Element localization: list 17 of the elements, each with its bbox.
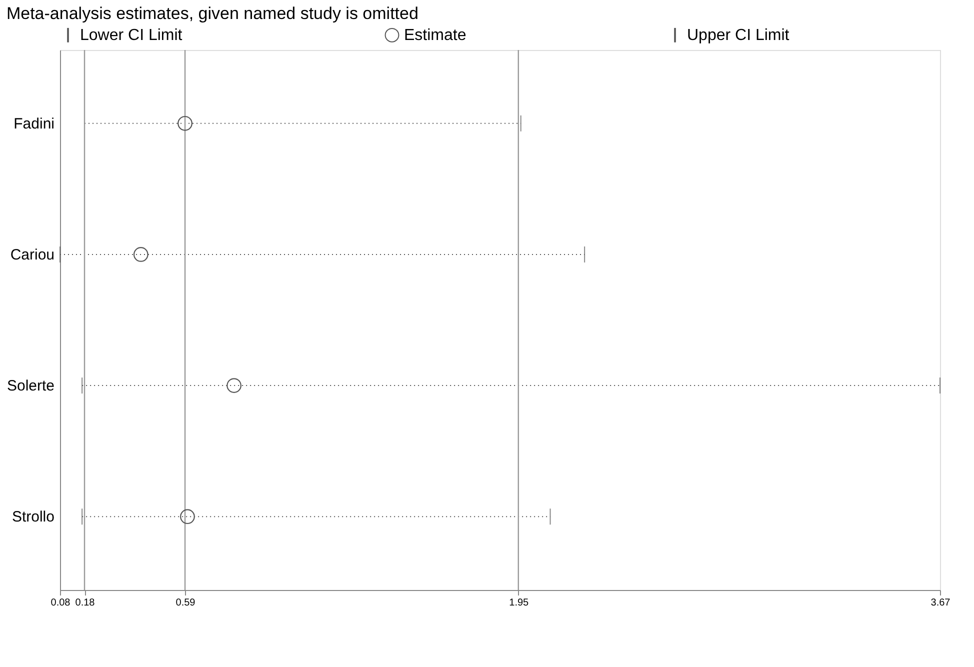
y-tick-label: Cariou <box>10 246 54 264</box>
point <box>226 378 242 393</box>
point <box>180 509 195 524</box>
x-tick-label: 0.08 <box>50 598 71 608</box>
legend-label: Estimate <box>404 27 466 44</box>
x-tick-label: 3.67 <box>930 598 951 608</box>
x-tick-label: 0.59 <box>176 598 196 608</box>
text: Lower CI Limit <box>80 27 183 44</box>
y-tick-label: Solerte <box>6 378 54 395</box>
x-tick-label: 1.95 <box>509 598 530 608</box>
chart-title: Meta-analysis estimates, given named study is omitted <box>6 4 418 23</box>
text: Upper CI Limit <box>687 27 790 44</box>
point <box>133 247 148 262</box>
y-tick-label: Fadini <box>14 115 54 132</box>
y-tick-label: Strollo <box>12 508 54 526</box>
x-tick-label: 0.18 <box>75 598 96 608</box>
point <box>178 116 192 131</box>
